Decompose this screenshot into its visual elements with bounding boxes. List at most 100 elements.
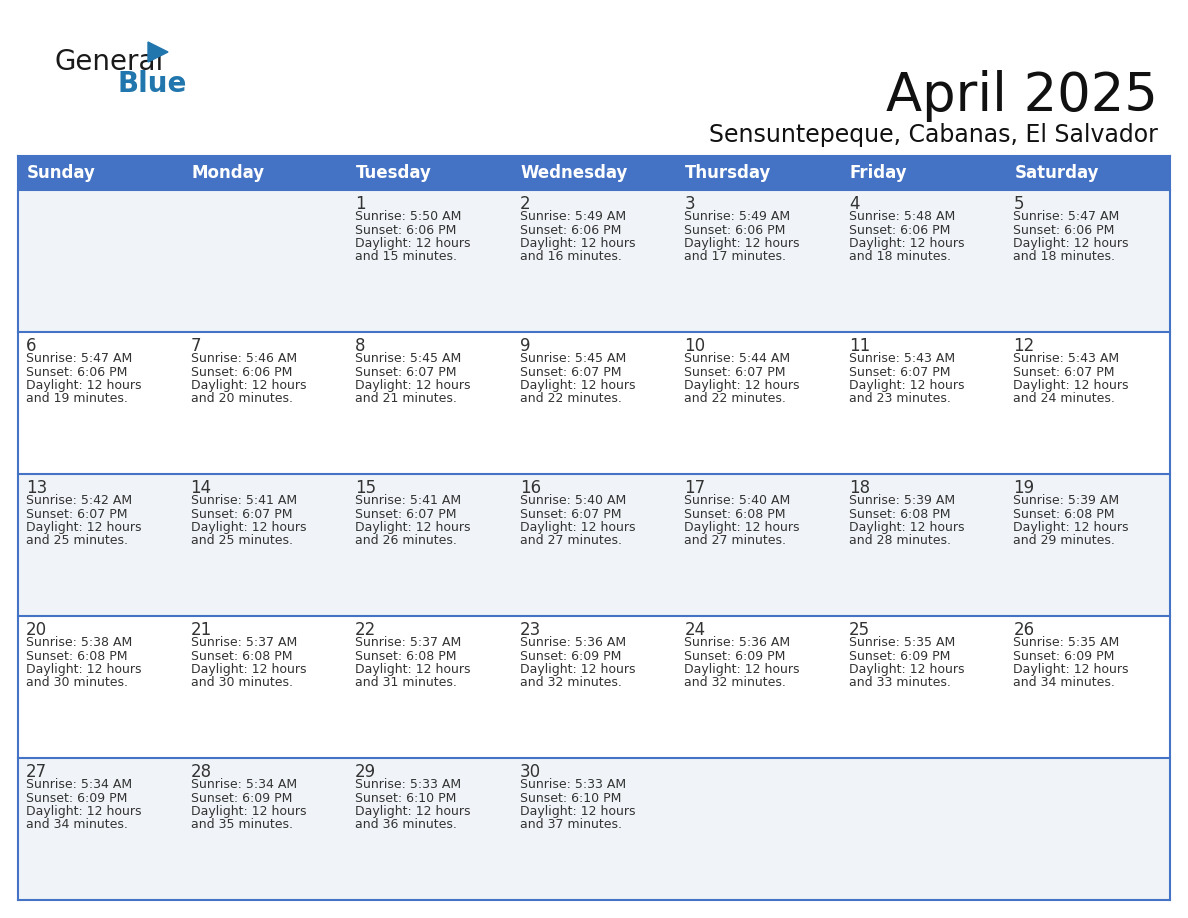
Text: 24: 24	[684, 621, 706, 639]
Text: Sunset: 6:09 PM: Sunset: 6:09 PM	[1013, 650, 1114, 663]
Text: 3: 3	[684, 195, 695, 213]
Text: 2: 2	[519, 195, 530, 213]
Text: Sunset: 6:09 PM: Sunset: 6:09 PM	[190, 791, 292, 804]
Text: Sunrise: 5:47 AM: Sunrise: 5:47 AM	[1013, 210, 1119, 223]
Text: 26: 26	[1013, 621, 1035, 639]
Text: Daylight: 12 hours: Daylight: 12 hours	[190, 521, 307, 534]
Bar	[18, 616, 1170, 758]
Text: Sunrise: 5:36 AM: Sunrise: 5:36 AM	[684, 636, 790, 649]
Text: Sunset: 6:07 PM: Sunset: 6:07 PM	[190, 508, 292, 521]
Text: Sunrise: 5:50 AM: Sunrise: 5:50 AM	[355, 210, 461, 223]
Text: and 28 minutes.: and 28 minutes.	[849, 534, 950, 547]
Text: Sunrise: 5:43 AM: Sunrise: 5:43 AM	[1013, 352, 1119, 365]
Text: 11: 11	[849, 337, 870, 355]
Text: Sunrise: 5:45 AM: Sunrise: 5:45 AM	[519, 352, 626, 365]
Text: 13: 13	[26, 479, 48, 497]
Text: Saturday: Saturday	[1015, 164, 1099, 182]
Text: Daylight: 12 hours: Daylight: 12 hours	[355, 379, 470, 392]
Text: Daylight: 12 hours: Daylight: 12 hours	[1013, 379, 1129, 392]
Text: Sunrise: 5:44 AM: Sunrise: 5:44 AM	[684, 352, 790, 365]
Text: Sunrise: 5:45 AM: Sunrise: 5:45 AM	[355, 352, 461, 365]
Text: Sunrise: 5:43 AM: Sunrise: 5:43 AM	[849, 352, 955, 365]
Text: Sunset: 6:07 PM: Sunset: 6:07 PM	[26, 508, 127, 521]
Text: Daylight: 12 hours: Daylight: 12 hours	[849, 379, 965, 392]
Text: Sunrise: 5:38 AM: Sunrise: 5:38 AM	[26, 636, 132, 649]
Text: 5: 5	[1013, 195, 1024, 213]
Text: Sunrise: 5:35 AM: Sunrise: 5:35 AM	[849, 636, 955, 649]
Text: Daylight: 12 hours: Daylight: 12 hours	[519, 379, 636, 392]
Text: Monday: Monday	[191, 164, 265, 182]
Text: and 32 minutes.: and 32 minutes.	[519, 677, 621, 689]
Bar	[841, 156, 1005, 190]
Text: Sunrise: 5:46 AM: Sunrise: 5:46 AM	[190, 352, 297, 365]
Bar	[512, 156, 676, 190]
Text: and 17 minutes.: and 17 minutes.	[684, 251, 786, 263]
Text: Sunrise: 5:33 AM: Sunrise: 5:33 AM	[519, 778, 626, 791]
Text: Sunrise: 5:36 AM: Sunrise: 5:36 AM	[519, 636, 626, 649]
Text: and 27 minutes.: and 27 minutes.	[684, 534, 786, 547]
Text: Sunrise: 5:37 AM: Sunrise: 5:37 AM	[190, 636, 297, 649]
Text: and 20 minutes.: and 20 minutes.	[190, 393, 292, 406]
Text: 27: 27	[26, 763, 48, 781]
Text: 12: 12	[1013, 337, 1035, 355]
Text: Daylight: 12 hours: Daylight: 12 hours	[190, 379, 307, 392]
Text: and 18 minutes.: and 18 minutes.	[849, 251, 950, 263]
Text: Daylight: 12 hours: Daylight: 12 hours	[849, 663, 965, 676]
Text: Sunset: 6:10 PM: Sunset: 6:10 PM	[355, 791, 456, 804]
Text: and 16 minutes.: and 16 minutes.	[519, 251, 621, 263]
Text: and 22 minutes.: and 22 minutes.	[684, 393, 786, 406]
Text: and 25 minutes.: and 25 minutes.	[190, 534, 292, 547]
Text: Sunrise: 5:37 AM: Sunrise: 5:37 AM	[355, 636, 461, 649]
Text: Sunset: 6:07 PM: Sunset: 6:07 PM	[355, 365, 456, 378]
Text: and 32 minutes.: and 32 minutes.	[684, 677, 786, 689]
Text: 14: 14	[190, 479, 211, 497]
Text: 19: 19	[1013, 479, 1035, 497]
Text: 22: 22	[355, 621, 377, 639]
Text: Sunrise: 5:33 AM: Sunrise: 5:33 AM	[355, 778, 461, 791]
Text: Daylight: 12 hours: Daylight: 12 hours	[355, 805, 470, 818]
Text: Sunday: Sunday	[27, 164, 96, 182]
Text: Sunset: 6:06 PM: Sunset: 6:06 PM	[519, 223, 621, 237]
Text: Sunset: 6:07 PM: Sunset: 6:07 PM	[1013, 365, 1114, 378]
Bar	[347, 156, 512, 190]
Text: 17: 17	[684, 479, 706, 497]
Text: 21: 21	[190, 621, 211, 639]
Bar	[1005, 156, 1170, 190]
Text: Daylight: 12 hours: Daylight: 12 hours	[26, 663, 141, 676]
Text: Daylight: 12 hours: Daylight: 12 hours	[190, 663, 307, 676]
Text: Wednesday: Wednesday	[520, 164, 628, 182]
Text: 25: 25	[849, 621, 870, 639]
Text: and 26 minutes.: and 26 minutes.	[355, 534, 457, 547]
Text: Sunset: 6:06 PM: Sunset: 6:06 PM	[26, 365, 127, 378]
Text: Daylight: 12 hours: Daylight: 12 hours	[26, 521, 141, 534]
Text: Daylight: 12 hours: Daylight: 12 hours	[849, 237, 965, 250]
Text: and 37 minutes.: and 37 minutes.	[519, 819, 621, 832]
Text: Thursday: Thursday	[685, 164, 772, 182]
Bar	[18, 156, 183, 190]
Text: 4: 4	[849, 195, 859, 213]
Text: Sunset: 6:10 PM: Sunset: 6:10 PM	[519, 791, 621, 804]
Text: Sunrise: 5:47 AM: Sunrise: 5:47 AM	[26, 352, 132, 365]
Text: Sunset: 6:09 PM: Sunset: 6:09 PM	[519, 650, 621, 663]
Text: Daylight: 12 hours: Daylight: 12 hours	[684, 521, 800, 534]
Text: and 30 minutes.: and 30 minutes.	[190, 677, 292, 689]
Text: and 30 minutes.: and 30 minutes.	[26, 677, 128, 689]
Text: Sunset: 6:08 PM: Sunset: 6:08 PM	[355, 650, 456, 663]
Text: Sunset: 6:09 PM: Sunset: 6:09 PM	[26, 791, 127, 804]
Text: and 34 minutes.: and 34 minutes.	[26, 819, 128, 832]
Text: 15: 15	[355, 479, 377, 497]
Text: April 2025: April 2025	[886, 70, 1158, 122]
Text: General: General	[55, 48, 164, 76]
Text: Daylight: 12 hours: Daylight: 12 hours	[1013, 237, 1129, 250]
Text: Daylight: 12 hours: Daylight: 12 hours	[355, 663, 470, 676]
Text: Daylight: 12 hours: Daylight: 12 hours	[684, 663, 800, 676]
Text: Sunrise: 5:41 AM: Sunrise: 5:41 AM	[355, 494, 461, 507]
Text: Friday: Friday	[849, 164, 908, 182]
Text: Daylight: 12 hours: Daylight: 12 hours	[1013, 521, 1129, 534]
Text: Daylight: 12 hours: Daylight: 12 hours	[519, 237, 636, 250]
Text: Sunset: 6:07 PM: Sunset: 6:07 PM	[849, 365, 950, 378]
Text: and 27 minutes.: and 27 minutes.	[519, 534, 621, 547]
Text: and 23 minutes.: and 23 minutes.	[849, 393, 950, 406]
Text: Sunset: 6:08 PM: Sunset: 6:08 PM	[849, 508, 950, 521]
Text: Sunset: 6:06 PM: Sunset: 6:06 PM	[849, 223, 950, 237]
